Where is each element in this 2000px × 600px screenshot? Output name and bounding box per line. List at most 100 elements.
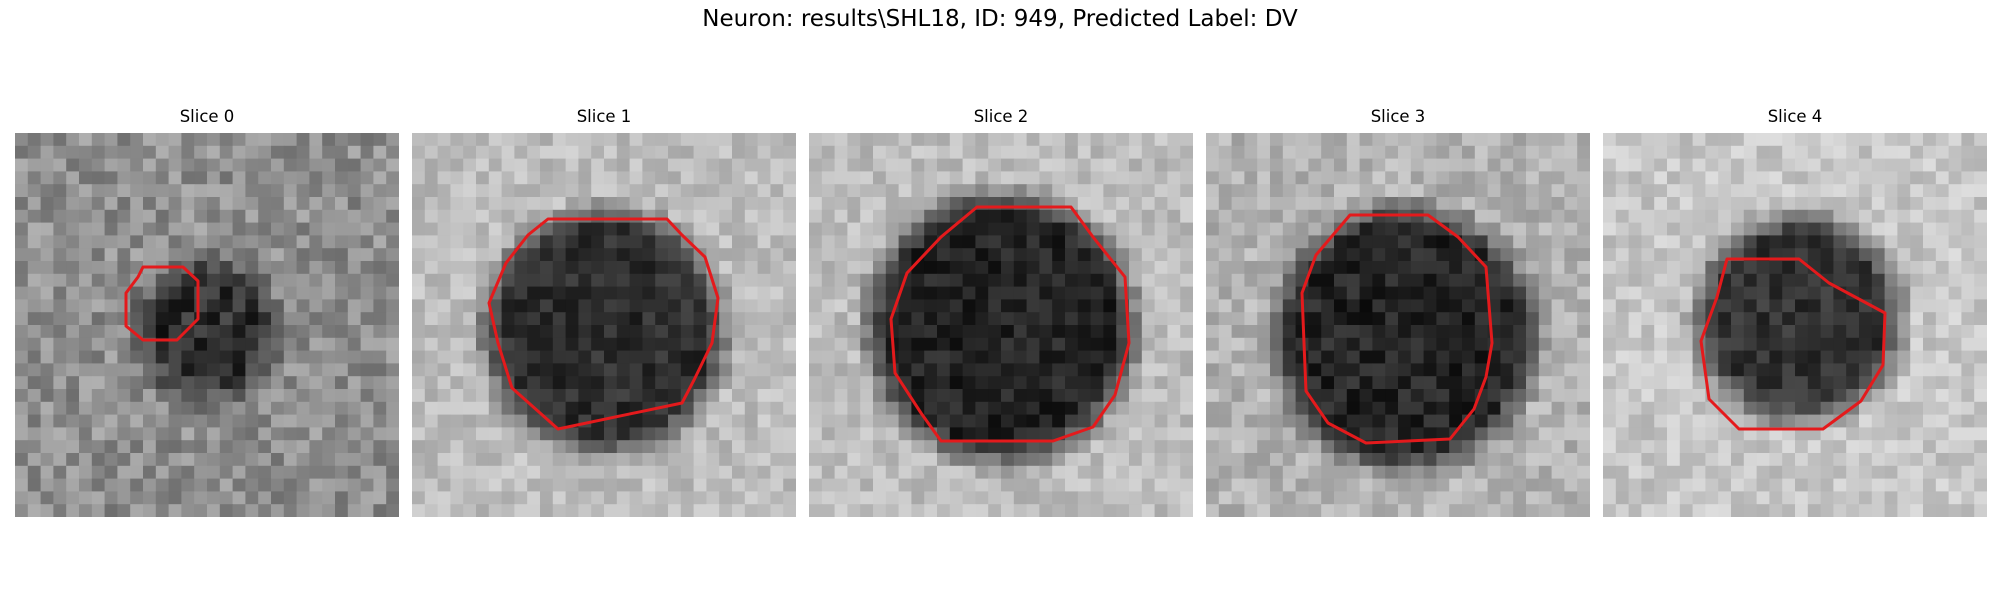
slice-pixel (117, 414, 131, 428)
slice-pixel (744, 325, 758, 339)
slice-pixel (1154, 363, 1168, 377)
slice-pixel (834, 248, 848, 262)
slice-pixel (1385, 222, 1399, 236)
slice-pixel (219, 350, 233, 364)
slice-pixel (1615, 478, 1629, 492)
slice-pixel (1206, 145, 1220, 159)
slice-pixel (1628, 261, 1642, 275)
slice-pixel (1257, 453, 1271, 467)
slice-pixel (347, 222, 361, 236)
slice-pixel (719, 350, 733, 364)
slice-pixel (1116, 491, 1130, 505)
slice-pixel (1398, 325, 1412, 339)
slice-pixel (181, 299, 195, 313)
slice-pixel (1641, 235, 1655, 249)
slice-pixel (1820, 235, 1834, 249)
slice-pixel (1769, 197, 1783, 211)
slice-pixel (616, 401, 630, 415)
slice-pixel (1282, 286, 1296, 300)
slice-pixel (1769, 337, 1783, 351)
slice-pixel (527, 158, 541, 172)
slice-pixel (1065, 299, 1079, 313)
slice-pixel (232, 235, 246, 249)
slice-pixel (1756, 171, 1770, 185)
slice-pixel (1961, 273, 1975, 287)
slice-pixel (937, 401, 951, 415)
slice-pixel (1013, 235, 1027, 249)
slice-pixel (706, 453, 720, 467)
slice-pixel (271, 312, 285, 326)
slice-pixel (1295, 350, 1309, 364)
slice-pixel (296, 273, 310, 287)
slice-pixel (962, 222, 976, 236)
slice-pixel (847, 222, 861, 236)
slice-pixel (1833, 363, 1847, 377)
slice-pixel (181, 427, 195, 441)
slice-pixel (885, 453, 899, 467)
slice-pixel (1679, 273, 1693, 287)
slice-pixel (898, 197, 912, 211)
slice-pixel (809, 504, 823, 517)
slice-pixel (732, 325, 746, 339)
slice-pixel (463, 478, 477, 492)
slice-pixel (770, 286, 784, 300)
slice-pixel (322, 158, 336, 172)
slice-pixel (770, 299, 784, 313)
slice-pixel (770, 273, 784, 287)
slice-pixel (1731, 158, 1745, 172)
slice-pixel (488, 427, 502, 441)
slice-pixel (1116, 337, 1130, 351)
slice-pixel (1141, 145, 1155, 159)
slice-pixel (1935, 389, 1949, 403)
slice-pixel (540, 440, 554, 454)
slice-pixel (1538, 504, 1552, 517)
slice-pixel (1346, 363, 1360, 377)
slice-pixel (1474, 414, 1488, 428)
slice-pixel (668, 337, 682, 351)
slice-pixel (245, 145, 259, 159)
slice-pixel (1346, 145, 1360, 159)
slice-pixel (1807, 133, 1821, 147)
slice-pixel (258, 209, 272, 223)
slice-pixel (309, 171, 323, 185)
slice-pixel (565, 222, 579, 236)
slice-pixel (1013, 401, 1027, 415)
slice-pixel (1244, 504, 1258, 517)
slice-pixel (1667, 273, 1681, 287)
slice-pixel (117, 453, 131, 467)
slice-pixel (1961, 197, 1975, 211)
slice-pixel (1385, 248, 1399, 262)
slice-pixel (565, 478, 579, 492)
slice-pixel (885, 145, 899, 159)
slice-pixel (1846, 337, 1860, 351)
slice-pixel (360, 453, 374, 467)
slice-pixel (988, 325, 1002, 339)
slice-pixel (809, 273, 823, 287)
slice-pixel (1871, 440, 1885, 454)
slice-pixel (1974, 337, 1987, 351)
slice-pixel (258, 158, 272, 172)
slice-pixel (104, 465, 118, 479)
slice-pixel (1679, 235, 1693, 249)
slice-pixel (924, 504, 938, 517)
slice-pixel (1551, 209, 1565, 223)
slice-pixel (719, 145, 733, 159)
slice-pixel (1782, 184, 1796, 198)
slice-pixel (245, 248, 259, 262)
slice-pixel (309, 145, 323, 159)
slice-pixel (604, 197, 618, 211)
slice-pixel (1513, 325, 1527, 339)
slice-pixel (207, 491, 221, 505)
slice-pixel (642, 171, 656, 185)
slice-pixel (1385, 261, 1399, 275)
slice-pixel (937, 337, 951, 351)
slice-pixel (1795, 504, 1809, 517)
slice-pixel (1935, 478, 1949, 492)
slice-pixel (1910, 197, 1924, 211)
slice-pixel (1667, 376, 1681, 390)
slice-pixel (347, 312, 361, 326)
slice-pixel (1026, 491, 1040, 505)
slice-pixel (168, 299, 182, 313)
slice-pixel (1141, 158, 1155, 172)
slice-pixel (130, 414, 144, 428)
